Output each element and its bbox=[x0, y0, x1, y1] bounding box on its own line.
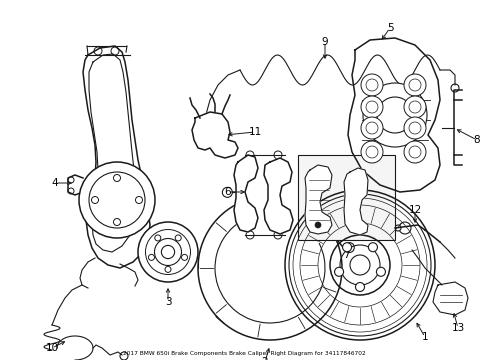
Circle shape bbox=[344, 243, 353, 253]
Text: 5: 5 bbox=[386, 23, 392, 33]
Circle shape bbox=[155, 235, 161, 241]
Circle shape bbox=[355, 283, 364, 292]
Circle shape bbox=[148, 255, 154, 260]
Circle shape bbox=[245, 231, 253, 239]
Circle shape bbox=[398, 222, 410, 234]
Circle shape bbox=[342, 243, 351, 252]
Circle shape bbox=[111, 47, 119, 55]
Polygon shape bbox=[264, 158, 292, 234]
Circle shape bbox=[360, 74, 382, 96]
Circle shape bbox=[175, 235, 181, 241]
Circle shape bbox=[89, 172, 145, 228]
Circle shape bbox=[314, 222, 320, 228]
Circle shape bbox=[376, 267, 385, 276]
Circle shape bbox=[450, 84, 458, 92]
Circle shape bbox=[79, 162, 155, 238]
Text: 12: 12 bbox=[407, 205, 421, 215]
Circle shape bbox=[273, 231, 282, 239]
Circle shape bbox=[334, 267, 343, 276]
Circle shape bbox=[403, 117, 425, 139]
Circle shape bbox=[181, 255, 187, 260]
Text: 7: 7 bbox=[342, 250, 348, 260]
Text: 2: 2 bbox=[261, 357, 268, 360]
Circle shape bbox=[135, 197, 142, 203]
Circle shape bbox=[113, 219, 120, 225]
Circle shape bbox=[245, 151, 253, 159]
Polygon shape bbox=[432, 282, 467, 315]
Circle shape bbox=[210, 144, 219, 152]
Text: 10: 10 bbox=[45, 343, 59, 353]
Circle shape bbox=[362, 83, 426, 147]
Circle shape bbox=[68, 188, 74, 194]
Circle shape bbox=[164, 266, 171, 273]
Circle shape bbox=[367, 243, 377, 252]
Circle shape bbox=[403, 96, 425, 118]
Circle shape bbox=[360, 117, 382, 139]
Polygon shape bbox=[305, 165, 331, 234]
Circle shape bbox=[138, 222, 198, 282]
Circle shape bbox=[218, 126, 225, 134]
Polygon shape bbox=[343, 168, 367, 235]
Text: 11: 11 bbox=[248, 127, 261, 137]
Bar bbox=[297, 155, 394, 240]
Text: 4: 4 bbox=[52, 178, 58, 188]
Circle shape bbox=[94, 47, 102, 55]
Circle shape bbox=[120, 352, 128, 360]
Circle shape bbox=[91, 197, 98, 203]
Circle shape bbox=[201, 116, 208, 124]
Text: 13: 13 bbox=[450, 323, 464, 333]
Polygon shape bbox=[192, 112, 238, 158]
Circle shape bbox=[68, 177, 74, 183]
Circle shape bbox=[273, 151, 282, 159]
Circle shape bbox=[201, 128, 208, 136]
Text: 6: 6 bbox=[224, 187, 231, 197]
Text: 3: 3 bbox=[164, 297, 171, 307]
Circle shape bbox=[222, 187, 232, 197]
Circle shape bbox=[394, 225, 400, 231]
Text: 1: 1 bbox=[421, 332, 427, 342]
Circle shape bbox=[360, 96, 382, 118]
Polygon shape bbox=[234, 155, 258, 232]
Circle shape bbox=[360, 141, 382, 163]
Circle shape bbox=[113, 175, 120, 181]
Circle shape bbox=[403, 74, 425, 96]
Polygon shape bbox=[347, 38, 439, 192]
Text: 2017 BMW 650i Brake Components Brake Caliper Right Diagram for 34117846702: 2017 BMW 650i Brake Components Brake Cal… bbox=[122, 351, 365, 356]
Circle shape bbox=[403, 141, 425, 163]
Text: 9: 9 bbox=[321, 37, 327, 47]
Text: 8: 8 bbox=[473, 135, 479, 145]
Circle shape bbox=[154, 238, 181, 266]
